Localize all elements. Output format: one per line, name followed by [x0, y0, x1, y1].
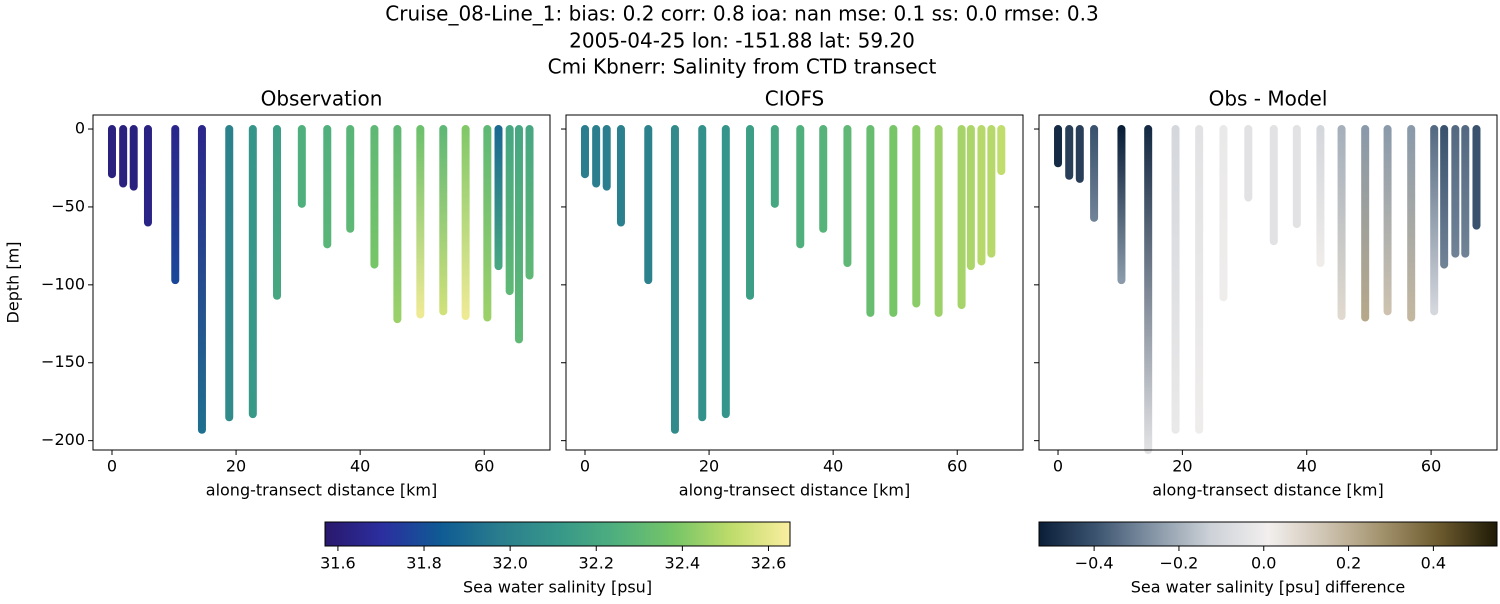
- x-tick-label: 60: [947, 457, 967, 476]
- colorbar-label: Sea water salinity [psu]: [463, 578, 652, 597]
- y-axis-label: Depth [m]: [4, 242, 23, 324]
- colorbar-tick-label: 32.0: [492, 554, 528, 573]
- y-tick-label: −50: [51, 196, 85, 215]
- colorbar-tick-label: −0.4: [1075, 554, 1114, 573]
- colorbar-label: Sea water salinity [psu] difference: [1131, 578, 1406, 597]
- panel-title: Obs - Model: [1209, 87, 1328, 111]
- x-tick-label: 40: [823, 457, 843, 476]
- axes-frame: [1038, 114, 1498, 451]
- x-tick-label: 40: [350, 457, 370, 476]
- colorbar-tick-label: 0.4: [1421, 554, 1446, 573]
- x-tick-label: 20: [699, 457, 719, 476]
- panel-title: Observation: [261, 87, 383, 111]
- colorbar-tick-label: 0.0: [1251, 554, 1276, 573]
- x-tick-label: 60: [474, 457, 494, 476]
- y-tick-label: 0: [75, 119, 85, 138]
- colorbar-tick-label: 0.2: [1336, 554, 1361, 573]
- colorbar-tick-label: 31.6: [320, 554, 356, 573]
- x-tick-label: 0: [107, 457, 117, 476]
- x-tick-label: 0: [580, 457, 590, 476]
- panel-title: CIOFS: [765, 87, 824, 111]
- y-tick-label: −150: [41, 352, 85, 371]
- x-tick-label: 40: [1297, 457, 1317, 476]
- x-tick-label: 60: [1421, 457, 1441, 476]
- colorbar: [324, 521, 791, 547]
- x-tick-label: 20: [226, 457, 246, 476]
- x-axis-label: along-transect distance [km]: [1152, 481, 1383, 500]
- colorbar-tick-label: 32.4: [665, 554, 701, 573]
- colorbar-tick-label: 32.2: [578, 554, 614, 573]
- axes-frame: [565, 114, 1024, 451]
- x-axis-label: along-transect distance [km]: [206, 481, 437, 500]
- y-tick-label: −200: [41, 430, 85, 449]
- colorbar: [1038, 521, 1498, 547]
- y-tick-label: −100: [41, 274, 85, 293]
- colorbar-tick-label: −0.2: [1160, 554, 1199, 573]
- colorbar-tick-label: 32.6: [751, 554, 787, 573]
- colorbar-tick-label: 31.8: [406, 554, 442, 573]
- x-tick-label: 0: [1053, 457, 1063, 476]
- axes-frame: [92, 114, 551, 451]
- x-axis-label: along-transect distance [km]: [679, 481, 910, 500]
- title-line: 2005-04-25 lon: -151.88 lat: 59.20: [569, 29, 915, 53]
- title-line: Cruise_08-Line_1: bias: 0.2 corr: 0.8 io…: [385, 2, 1098, 26]
- title-line: Cmi Kbnerr: Salinity from CTD transect: [548, 55, 937, 79]
- x-tick-label: 20: [1172, 457, 1192, 476]
